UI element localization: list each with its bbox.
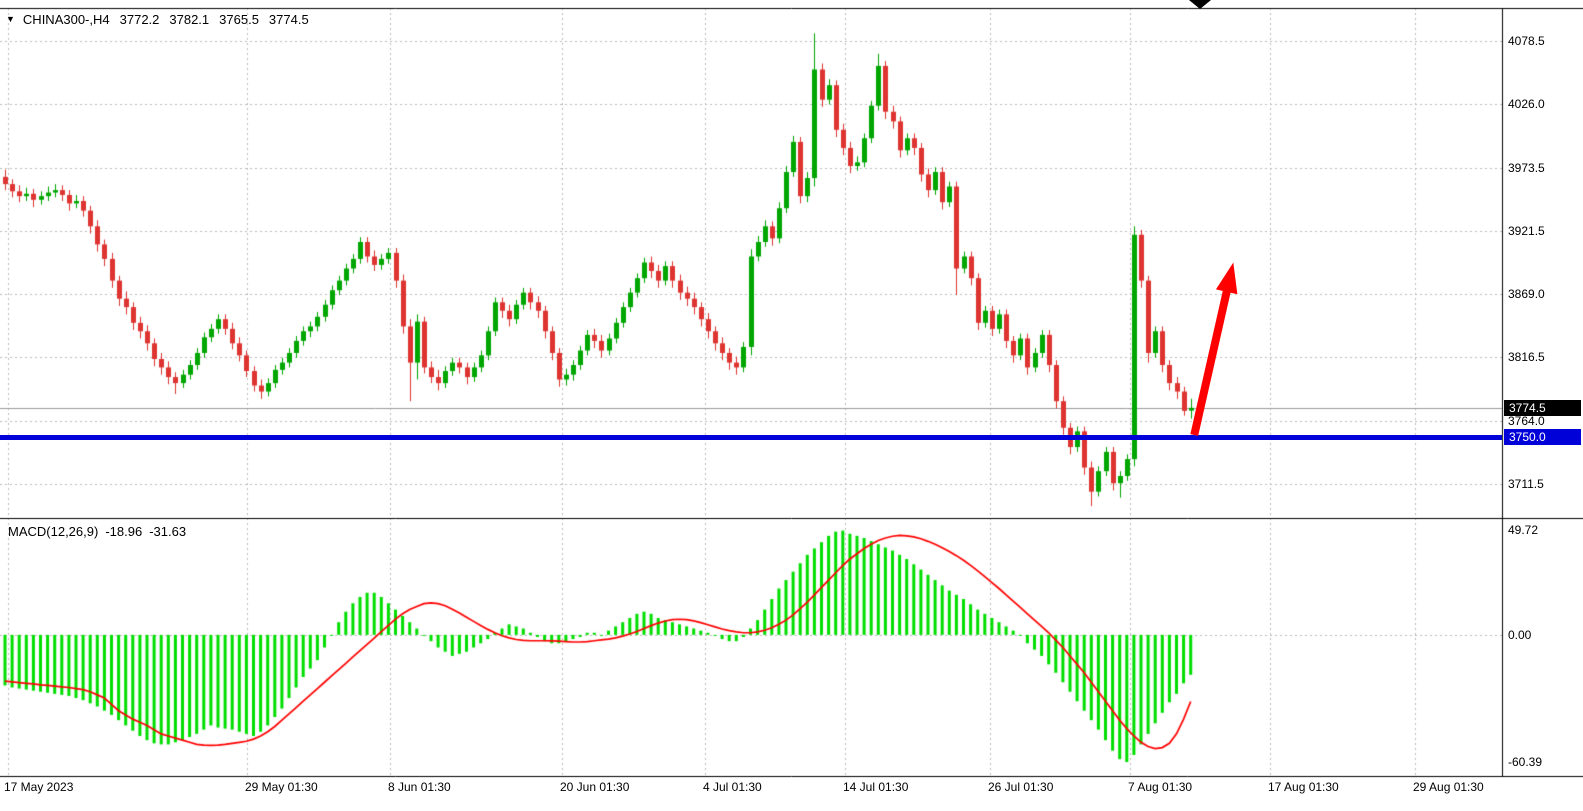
macd-value: -18.96 xyxy=(105,524,143,539)
price-axis: 4078.5 4026.0 3973.5 3921.5 3869.0 3816.5 3764… xyxy=(1504,0,1583,778)
time-axis-label: 8 Jun 01:30 xyxy=(388,780,451,794)
quote-high: 3782.1 xyxy=(169,12,210,27)
price-axis-label: 3764.0 xyxy=(1508,413,1545,428)
quote-low: 3765.5 xyxy=(219,12,259,27)
price-axis-label: 3921.5 xyxy=(1508,223,1545,238)
price-axis-label: 4078.5 xyxy=(1508,34,1545,49)
macd-axis: 49.72 0.00 -60.39 xyxy=(1504,0,1583,778)
price-axis-label: 3973.5 xyxy=(1508,160,1545,175)
time-axis-label: 29 Aug 01:30 xyxy=(1413,780,1484,794)
macd-name: MACD(12,26,9) xyxy=(8,524,99,539)
price-axis-label: 3816.5 xyxy=(1508,350,1545,365)
quote-open: 3772.2 xyxy=(119,12,160,27)
horizontal-support-line[interactable] xyxy=(0,434,1502,440)
symbol-timeframe-label: CHINA300-,H4 xyxy=(22,12,110,27)
time-axis-label: 7 Aug 01:30 xyxy=(1128,780,1193,794)
time-axis-label: 29 May 01:30 xyxy=(245,780,318,794)
price-axis-label: 3869.0 xyxy=(1508,286,1545,301)
collapse-triangle-icon[interactable]: ▼ xyxy=(6,14,15,24)
macd-axis-label: 0.00 xyxy=(1508,627,1532,642)
time-axis-label: 4 Jul 01:30 xyxy=(703,780,762,794)
time-axis-label: 14 Jul 01:30 xyxy=(843,780,909,794)
current-price-badge: 3774.5 xyxy=(1504,399,1581,416)
macd-signal-value: -31.63 xyxy=(149,524,187,539)
time-axis-label: 26 Jul 01:30 xyxy=(988,780,1054,794)
time-axis-label: 17 May 2023 xyxy=(4,780,74,794)
arrow-shaft xyxy=(1190,285,1232,436)
price-axis-label: 4026.0 xyxy=(1508,97,1545,112)
chart-header: ▼ CHINA300-,H4 3772.2 3782.1 3765.5 3774… xyxy=(6,12,309,27)
macd-indicator-label: MACD(12,26,9) -18.96 -31.63 xyxy=(8,524,186,539)
time-axis-label: 17 Aug 01:30 xyxy=(1268,780,1339,794)
macd-axis-label: -60.39 xyxy=(1508,755,1543,770)
time-axis: 17 May 2023 29 May 01:30 8 Jun 01:30 20 Jun… xyxy=(0,780,1583,802)
time-axis-label: 20 Jun 01:30 xyxy=(560,780,630,794)
macd-axis-label: 49.72 xyxy=(1508,523,1539,538)
support-line-price-badge: 3750.0 xyxy=(1504,429,1581,446)
object-anchor-icon xyxy=(1189,0,1211,9)
price-axis-label: 3711.5 xyxy=(1508,476,1544,491)
quote-close: 3774.5 xyxy=(268,12,309,27)
arrow-head-icon xyxy=(1215,262,1238,295)
